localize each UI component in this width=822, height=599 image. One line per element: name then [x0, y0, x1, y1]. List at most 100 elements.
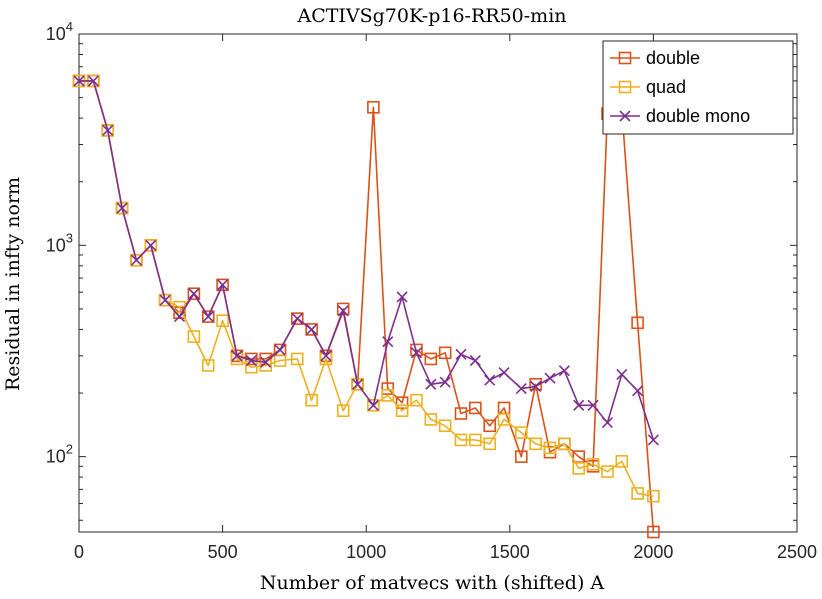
marker-stroke: [202, 311, 214, 323]
x-tick-label: 0: [74, 542, 84, 562]
data-point-double: [438, 346, 452, 360]
data-point-double: [529, 377, 542, 391]
data-point-quad: [351, 377, 364, 391]
data-point-quad: [187, 330, 201, 343]
marker-stroke: [396, 291, 408, 303]
marker-stroke: [337, 305, 349, 317]
data-point-quad: [631, 487, 644, 500]
data-point-double: [259, 352, 272, 366]
marker-stroke: [291, 313, 303, 325]
data-point-double: [201, 310, 215, 323]
marker-stroke: [616, 368, 628, 380]
data-point-quad: [158, 293, 172, 307]
data-point-double-mono: [130, 254, 143, 266]
marker-stroke: [382, 336, 394, 348]
marker-stroke: [145, 239, 157, 251]
data-point-quad: [367, 398, 380, 412]
plot-frame: [78, 33, 798, 533]
legend-marker-double: [618, 51, 632, 65]
marker-stroke: [439, 376, 451, 388]
marker-stroke: [217, 279, 229, 291]
marker-stroke: [455, 348, 467, 360]
data-point-double-mono: [367, 399, 379, 411]
series-line-double: [79, 80, 655, 533]
data-point-quad: [438, 419, 452, 433]
marker-stroke: [558, 365, 570, 377]
data-point-double-mono: [396, 291, 408, 303]
data-point-double-mono: [102, 124, 114, 136]
marker-stroke: [245, 354, 257, 367]
series-quad: [72, 74, 660, 503]
data-point-double-mono: [188, 288, 200, 300]
data-point-quad: [497, 413, 511, 426]
series-line-quad: [79, 80, 654, 497]
data-point-double: [367, 100, 380, 114]
legend-marker-quad: [618, 80, 632, 94]
marker-stroke: [573, 399, 585, 411]
data-point-double: [410, 343, 423, 357]
marker-stroke: [587, 399, 599, 411]
data-point-double-mono: [455, 348, 467, 360]
data-point-double: [631, 316, 644, 330]
data-point-double-mono: [159, 294, 171, 306]
data-point-double-mono: [320, 350, 332, 362]
x-tick-label: 2000: [633, 542, 673, 562]
data-point-double-mono: [337, 305, 349, 317]
x-axis-label: Number of matvecs with (shifted) A: [260, 572, 605, 594]
marker-stroke: [102, 124, 114, 136]
marker-stroke: [544, 372, 556, 384]
data-point-double-mono: [425, 378, 437, 390]
data-point-double: [305, 323, 318, 336]
marker-stroke: [173, 311, 186, 323]
tick-labels: 0 500 1000 1500 2000 2500 102 103 104: [46, 19, 817, 562]
data-point-quad: [395, 404, 409, 417]
data-point-quad: [586, 458, 600, 471]
data-point-quad: [601, 465, 614, 478]
data-point-double-mono: [116, 202, 128, 214]
data-point-double-mono: [291, 313, 303, 325]
data-point-quad: [259, 359, 272, 372]
data-point-quad: [245, 360, 258, 374]
data-point-double-mono: [573, 399, 585, 411]
data-point-double-mono: [245, 354, 257, 367]
data-point-double: [395, 396, 409, 410]
marker-stroke: [87, 75, 99, 87]
data-point-double-mono: [173, 311, 186, 323]
data-point-double-mono: [647, 434, 659, 446]
marker-stroke: [469, 354, 481, 367]
data-point-double: [290, 312, 304, 325]
data-point-double-mono: [469, 354, 481, 367]
data-point-double-mono: [145, 239, 157, 251]
x-tick-label: 500: [208, 542, 238, 562]
marker-stroke: [306, 323, 318, 335]
legend: double quad double mono: [602, 40, 794, 135]
data-point-double: [381, 382, 395, 395]
data-point-double-mono: [231, 350, 243, 362]
marker-stroke: [530, 380, 542, 392]
data-point-quad: [115, 201, 129, 215]
data-point-double-mono: [484, 374, 496, 386]
series-double-mono: [73, 75, 659, 446]
data-point-double-mono: [306, 323, 318, 335]
data-point-quad: [558, 437, 571, 451]
data-point-double: [424, 352, 438, 366]
series-line-double-mono: [79, 80, 655, 441]
data-point-quad: [319, 352, 333, 366]
data-point-quad: [572, 462, 586, 475]
marker-stroke: [410, 347, 423, 359]
data-point-double-mono: [73, 75, 85, 87]
marker-stroke: [515, 382, 527, 395]
data-point-quad: [410, 393, 423, 407]
data-point-double-mono: [530, 380, 542, 392]
data-point-quad: [529, 437, 542, 451]
data-point-double-mono: [87, 75, 99, 87]
marker-stroke: [619, 110, 631, 122]
marker-stroke: [73, 75, 85, 87]
marker-stroke: [367, 399, 379, 411]
data-point-quad: [514, 426, 528, 439]
data-point-quad: [201, 359, 215, 372]
legend-label-quad: quad: [646, 77, 686, 97]
data-point-quad: [144, 239, 158, 252]
marker-stroke: [484, 374, 496, 386]
